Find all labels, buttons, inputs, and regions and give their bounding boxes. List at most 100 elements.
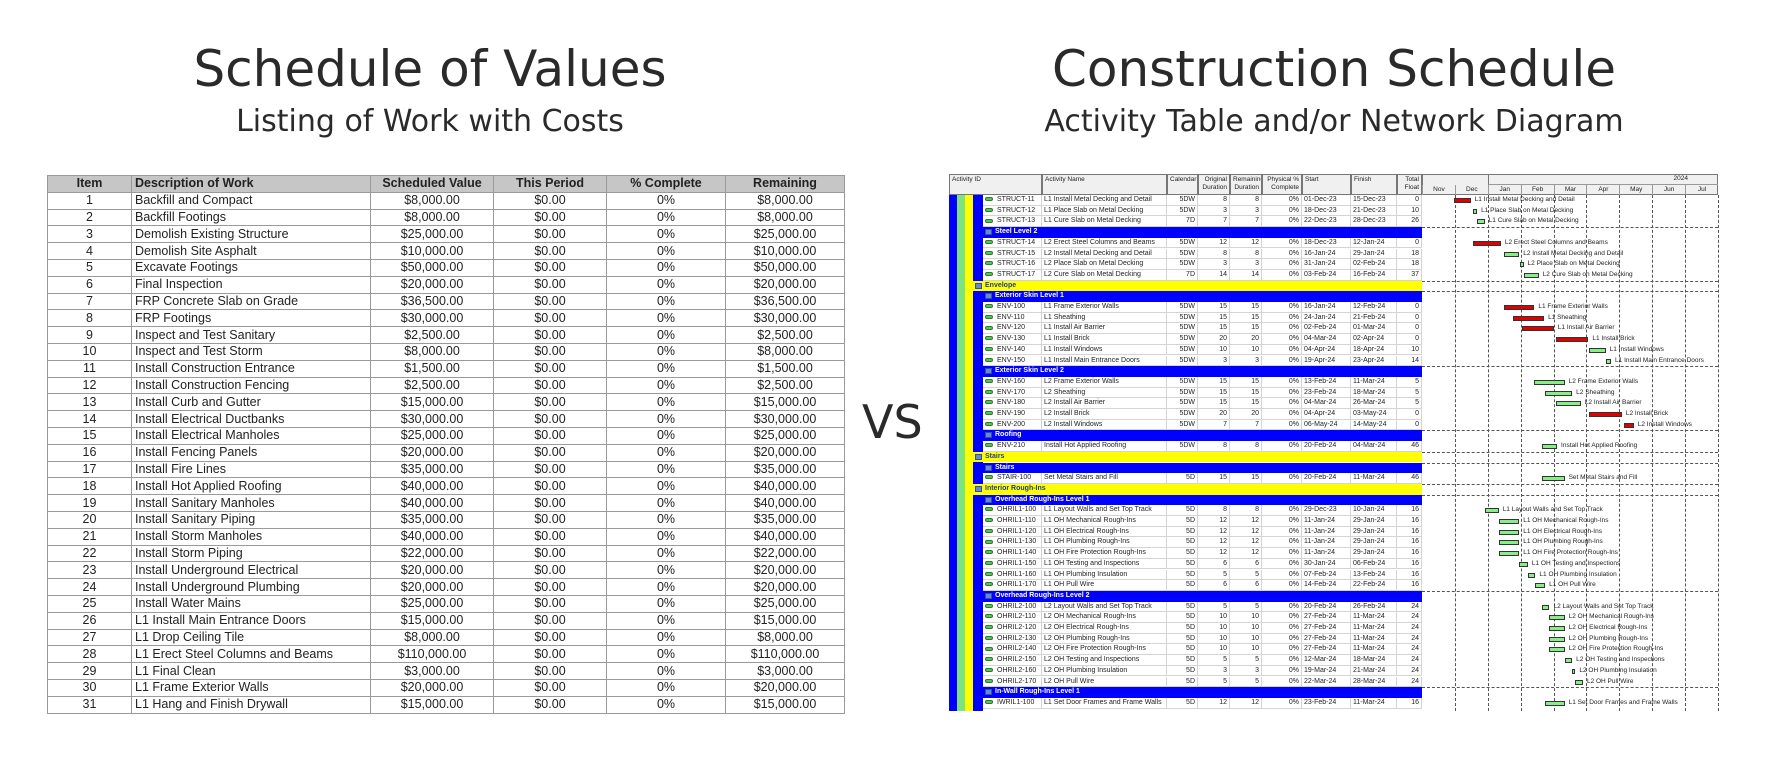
scheduled-value: $20,000.00 — [370, 275, 494, 294]
table-row: 30 L1 Frame Exterior Walls $20,000.00 $0.00… — [47, 678, 845, 697]
calendar: 5DW — [1167, 205, 1198, 217]
start-date: 04-Apr-24 — [1302, 344, 1351, 356]
activity-row: OHRIL1-160 L1 OH Plumbing Insulation 5D 5 5 0… — [949, 569, 1718, 581]
activity-icon — [985, 550, 993, 555]
vs-label: VS — [862, 395, 923, 449]
activity-icon — [985, 603, 993, 608]
finish-date: 18-Mar-24 — [1351, 655, 1397, 666]
remaining: $36,500.00 — [725, 292, 845, 311]
remaining: $110,000.00 — [725, 645, 845, 664]
activity-row: IWRIL1-100 L1 Set Door Frames and Frame W… — [949, 697, 1718, 709]
total-float: 24 — [1397, 665, 1422, 677]
column-header: Item — [47, 175, 132, 193]
scheduled-value: $110,000.00 — [370, 645, 494, 664]
activity-id: STRUCT-15 — [983, 248, 1042, 260]
activity-id-text: ENV-170 — [997, 388, 1026, 396]
description: Install Sanitary Piping — [131, 510, 371, 529]
bar-label: L1 OH Pull Wire — [1549, 581, 1596, 589]
original-duration: 7 — [1198, 216, 1230, 228]
activity-row: STRUCT-16 L2 Place Slab on Metal Decking 5… — [949, 259, 1718, 270]
finish-date: 26-Mar-24 — [1351, 398, 1397, 409]
activity-name: L2 OH Plumbing Insulation — [1042, 665, 1167, 677]
wbs-stripe — [957, 195, 965, 711]
activity-id: OHRIL2-160 — [983, 665, 1042, 677]
activity-id: OHRIL2-130 — [983, 633, 1042, 645]
scheduled-value: $20,000.00 — [370, 678, 494, 697]
description: Final Inspection — [131, 275, 371, 294]
scheduled-value: $40,000.00 — [370, 527, 494, 546]
original-duration: 12 — [1198, 537, 1230, 549]
activity-id-text: OHRIL2-140 — [997, 645, 1037, 653]
this-period: $0.00 — [493, 225, 607, 244]
start-date: 23-Feb-24 — [1302, 697, 1351, 709]
item-number: 9 — [47, 326, 132, 344]
wbs-name: Steel Level 2 — [995, 228, 1038, 236]
activity-bar — [1498, 551, 1520, 557]
activity-icon — [985, 400, 993, 405]
finish-date: 02-Feb-24 — [1351, 259, 1397, 270]
month-gridline — [1586, 195, 1588, 711]
item-number: 21 — [47, 527, 132, 546]
table-row: 14 Install Electrical Ductbanks $30,000.00… — [47, 410, 845, 428]
group-divider — [1422, 483, 1718, 485]
total-float: 0 — [1397, 419, 1422, 431]
activity-icon — [985, 518, 993, 523]
start-date: 19-Mar-24 — [1302, 665, 1351, 677]
column-header: Remaining Duration — [1230, 174, 1262, 195]
wbs-band-row: Roofing — [949, 430, 1718, 442]
activity-row: OHRIL2-120 L2 OH Electrical Rough-Ins 5D 10… — [949, 623, 1718, 634]
original-duration: 5 — [1198, 569, 1230, 581]
table-row: 11 Install Construction Entrance $1,500.00… — [47, 359, 845, 378]
start-date: 04-Mar-24 — [1302, 398, 1351, 409]
start-date: 13-Feb-24 — [1302, 376, 1351, 388]
activity-row: ENV-160 L2 Frame Exterior Walls 5DW 15 15 0% 1… — [949, 376, 1718, 388]
this-period: $0.00 — [493, 477, 607, 496]
bar-label: L1 Install Windows — [1609, 345, 1664, 353]
start-date: 12-Mar-24 — [1302, 655, 1351, 666]
remaining: $20,000.00 — [725, 678, 845, 697]
start-date: 03-Feb-24 — [1302, 269, 1351, 281]
this-period: $0.00 — [493, 494, 607, 512]
original-duration: 5 — [1198, 655, 1230, 666]
item-number: 11 — [47, 359, 132, 378]
activity-id-text: OHRIL1-130 — [997, 538, 1037, 546]
start-date: 22-Mar-24 — [1302, 676, 1351, 688]
activity-icon — [985, 346, 993, 351]
activity-icon — [985, 539, 993, 544]
total-float: 24 — [1397, 612, 1422, 623]
column-header: Activity Name — [1042, 174, 1167, 195]
activity-id-text: ENV-200 — [997, 420, 1026, 428]
activity-icon — [985, 379, 993, 384]
description: Install Underground Plumbing — [131, 578, 371, 596]
finish-date: 28-Dec-23 — [1351, 216, 1397, 228]
activity-icon — [985, 625, 993, 630]
description: Backfill Footings — [131, 208, 371, 227]
critical-bar — [1624, 422, 1634, 428]
column-header: Physical % Complete — [1262, 174, 1302, 195]
finish-date: 12-Feb-24 — [1351, 302, 1397, 313]
original-duration: 12 — [1198, 548, 1230, 559]
item-number: 27 — [47, 628, 132, 647]
total-float: 16 — [1397, 505, 1422, 516]
description: Install Water Mains — [131, 594, 371, 613]
remaining: $10,000.00 — [725, 242, 845, 260]
activity-bar — [1534, 379, 1565, 385]
activity-row: ENV-170 L2 Sheathing 5DW 15 15 0% 23-Feb-24 18-… — [949, 387, 1718, 399]
activity-name: L2 Place Slab on Metal Decking — [1042, 259, 1167, 270]
physical-percent-complete: 0% — [1262, 409, 1302, 420]
item-number: 31 — [47, 695, 132, 714]
remaining: $20,000.00 — [725, 443, 845, 462]
remaining-duration: 15 — [1230, 302, 1262, 313]
item-number: 22 — [47, 544, 132, 563]
description: FRP Concrete Slab on Grade — [131, 292, 371, 311]
bar-label: L2 OH Plumbing Insulation — [1579, 666, 1657, 674]
activity-icon — [985, 250, 993, 255]
activity-name: L1 Install Metal Decking and Detail — [1042, 195, 1167, 206]
description: Install Fire Lines — [131, 460, 371, 479]
description: Inspect and Test Sanitary — [131, 326, 371, 344]
percent-complete: 0% — [606, 460, 726, 479]
original-duration: 12 — [1198, 516, 1230, 527]
calendar: 5D — [1167, 644, 1198, 656]
bar-label: L1 Install Metal Decking and Detail — [1474, 196, 1575, 203]
start-date: 01-Dec-23 — [1302, 195, 1351, 206]
